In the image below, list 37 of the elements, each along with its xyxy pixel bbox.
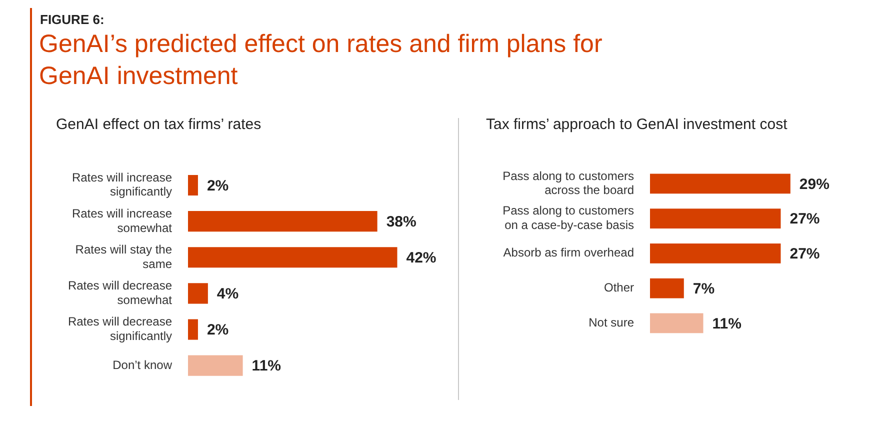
caption: FIGURE 6: xyxy=(40,12,104,27)
bar xyxy=(650,313,704,334)
data-label: 27% xyxy=(790,210,820,228)
y-tick-label: Rates will stay the same xyxy=(75,242,172,271)
y-tick-label: Rates will increase significantly xyxy=(72,170,172,199)
chart-title: Tax firms’ approach to GenAI investment cost xyxy=(486,116,788,133)
bar xyxy=(188,319,198,340)
y-tick-label: Don’t know xyxy=(112,358,172,372)
y-tick-label: Pass along to customers across the board xyxy=(502,168,634,198)
bar xyxy=(650,243,781,264)
bar xyxy=(188,174,198,196)
data-label: 38% xyxy=(386,213,416,230)
data-label: 42% xyxy=(406,250,436,267)
data-label: 29% xyxy=(799,176,830,193)
bar xyxy=(188,283,208,304)
bar xyxy=(650,174,790,194)
chart-title: GenAI effect on tax firms’ rates xyxy=(56,116,262,133)
y-tick-label: Absorb as firm overhead xyxy=(503,246,634,260)
data-label: 11% xyxy=(712,315,742,332)
data-label: 7% xyxy=(692,280,715,298)
y-tick-label: Rates will decrease significantly xyxy=(68,314,172,344)
data-label: 2% xyxy=(206,322,229,339)
y-tick-label: Not sure xyxy=(588,315,634,330)
y-tick-label: Other xyxy=(604,280,634,295)
bar xyxy=(188,355,243,376)
bar xyxy=(650,208,781,228)
y-tick-label: Rates will increase somewhat xyxy=(72,206,173,235)
y-tick-label: Rates will decrease somewhat xyxy=(68,278,173,307)
bar xyxy=(650,278,684,298)
bar xyxy=(188,247,398,268)
data-label: 11% xyxy=(252,358,282,375)
data-label: 27% xyxy=(790,246,820,263)
data-label: 2% xyxy=(206,177,229,194)
text: GenAI’s predicted effect on rates and firm plans for GenAI investment xyxy=(39,29,604,92)
y-tick-label: Pass along to customers on a case-by-case basis xyxy=(502,204,634,232)
bar xyxy=(188,211,378,232)
data-label: 4% xyxy=(216,286,239,303)
